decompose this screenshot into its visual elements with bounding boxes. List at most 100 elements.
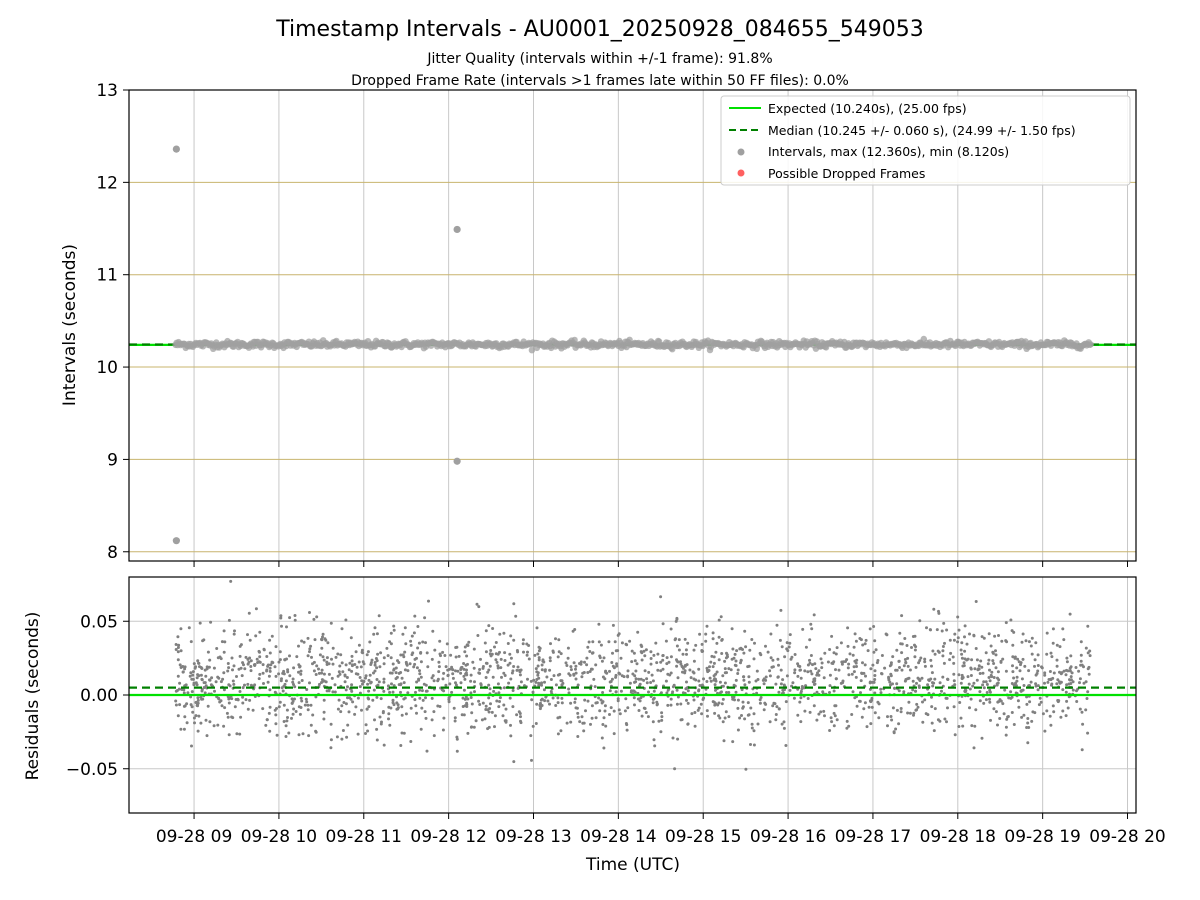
- residual-point: [196, 698, 200, 702]
- residual-point: [574, 671, 578, 675]
- residual-point: [277, 705, 281, 709]
- residual-point: [957, 725, 961, 728]
- residual-point: [502, 686, 506, 690]
- residual-point: [780, 645, 784, 649]
- residual-point: [994, 649, 997, 653]
- residual-point: [854, 639, 858, 643]
- residual-point: [1004, 669, 1008, 673]
- residual-point: [980, 635, 984, 639]
- residual-point: [675, 688, 679, 692]
- residual-point: [270, 660, 274, 664]
- residual-point: [969, 674, 973, 677]
- residual-point: [414, 704, 418, 708]
- residual-point: [982, 686, 986, 690]
- residual-point: [402, 655, 406, 659]
- residual-point: [724, 656, 728, 660]
- residual-point: [502, 703, 506, 707]
- residual-point: [608, 713, 611, 716]
- residual-point: [497, 691, 501, 695]
- residual-point: [239, 715, 243, 719]
- residual-point: [864, 674, 867, 678]
- residual-point: [713, 711, 717, 715]
- residual-point: [465, 643, 469, 647]
- residual-point: [988, 668, 991, 672]
- residual-point: [1005, 717, 1009, 721]
- residual-point: [419, 651, 423, 655]
- interval-point: [1087, 341, 1094, 348]
- residual-point: [710, 654, 714, 658]
- residual-point: [719, 615, 723, 619]
- residual-point: [1011, 655, 1015, 659]
- residual-point: [573, 628, 577, 631]
- residual-point: [232, 682, 236, 686]
- residual-point: [659, 660, 663, 664]
- residual-point: [1051, 627, 1055, 631]
- residual-point: [736, 698, 740, 702]
- residual-point: [523, 684, 526, 688]
- residual-point: [246, 707, 250, 711]
- residual-point: [519, 680, 523, 684]
- residual-point: [588, 670, 592, 673]
- residual-point: [697, 706, 701, 710]
- residual-point: [253, 664, 257, 667]
- residual-point: [559, 729, 563, 733]
- residual-point: [734, 678, 738, 682]
- residual-point: [475, 602, 479, 606]
- residual-point: [1036, 653, 1040, 657]
- residual-point: [1011, 664, 1014, 668]
- residual-point: [558, 715, 562, 719]
- residual-point: [775, 623, 779, 627]
- bottom-x-tick-label: 09-28 11: [326, 827, 402, 847]
- residual-point: [741, 700, 745, 704]
- residual-point: [938, 681, 942, 685]
- chart-subtitle-dropped: Dropped Frame Rate (intervals >1 frames …: [351, 73, 849, 89]
- residual-point: [279, 614, 283, 618]
- residual-point: [351, 700, 355, 704]
- residual-point: [749, 743, 752, 746]
- residual-point: [582, 729, 586, 733]
- residual-point: [966, 675, 970, 679]
- residual-point: [1010, 682, 1014, 685]
- residual-point: [730, 627, 734, 631]
- residual-point: [900, 651, 904, 655]
- residual-point: [267, 674, 271, 678]
- residual-point: [636, 630, 640, 634]
- residual-point: [176, 674, 180, 678]
- interval-outlier-point: [172, 145, 180, 153]
- residual-point: [1078, 677, 1082, 681]
- residual-point: [261, 707, 265, 711]
- residual-point: [821, 690, 825, 694]
- residual-point: [502, 671, 506, 675]
- residual-point: [1018, 669, 1022, 673]
- residual-point: [418, 688, 422, 692]
- residual-point: [231, 668, 234, 672]
- residual-point: [499, 666, 503, 670]
- residual-point: [227, 697, 231, 701]
- residual-point: [941, 645, 945, 648]
- residual-point: [953, 733, 957, 737]
- residual-point: [419, 675, 423, 679]
- legend-dropped-swatch: [737, 169, 745, 177]
- residual-point: [960, 641, 964, 645]
- residual-point: [683, 637, 687, 641]
- residual-point: [702, 677, 705, 681]
- residual-point: [984, 651, 988, 655]
- residual-point: [637, 709, 641, 712]
- residual-point: [930, 671, 934, 675]
- residual-point: [369, 663, 373, 666]
- residual-point: [1016, 699, 1020, 703]
- residual-point: [711, 637, 715, 641]
- residual-point: [998, 698, 1002, 702]
- residual-point: [727, 715, 731, 719]
- residual-point: [361, 682, 364, 686]
- residual-point: [991, 650, 995, 654]
- residual-point: [531, 724, 535, 728]
- residual-point: [400, 676, 404, 680]
- residual-point: [484, 650, 488, 654]
- residual-point: [851, 653, 855, 657]
- residual-point: [262, 647, 266, 651]
- residual-point: [222, 629, 226, 633]
- residual-point: [634, 677, 638, 681]
- residual-point: [346, 685, 349, 689]
- residual-point: [675, 702, 679, 706]
